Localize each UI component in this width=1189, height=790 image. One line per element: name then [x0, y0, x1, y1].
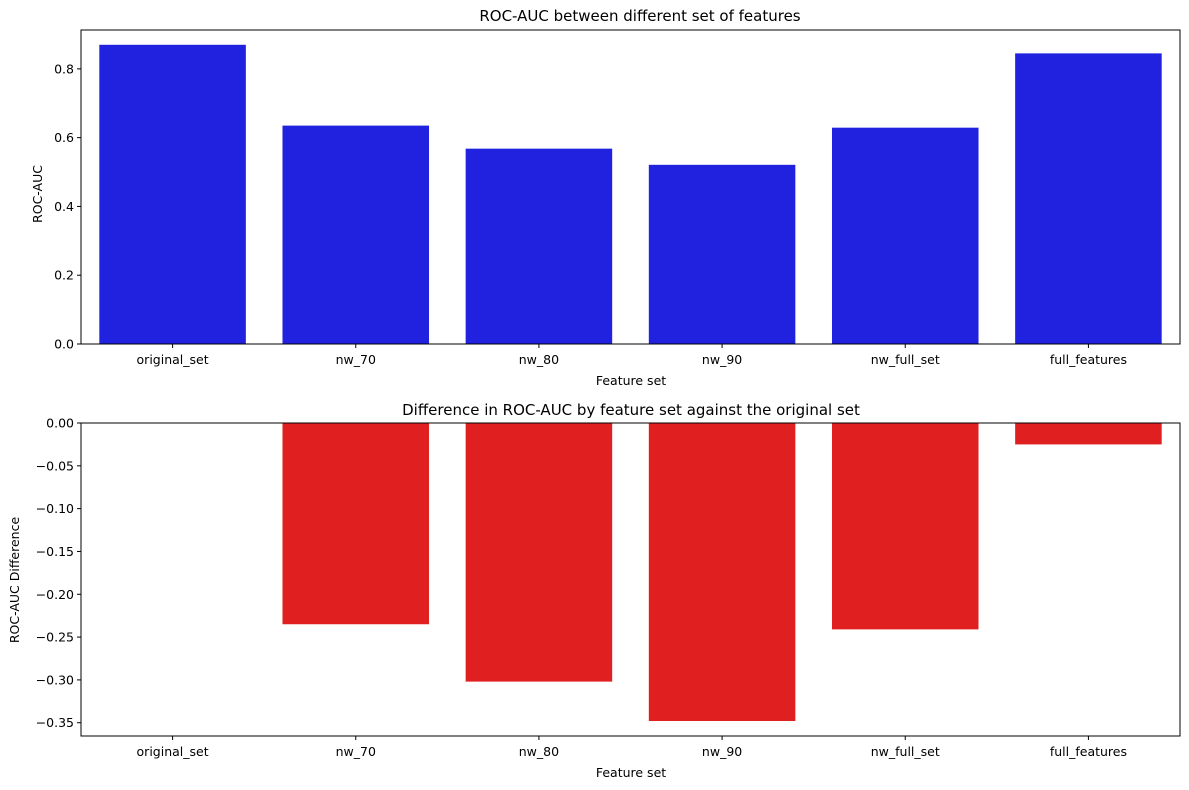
roc-auc-difference-chart: Difference in ROC-AUC by feature set aga… [7, 401, 1181, 780]
x-tick-label: full_features [1050, 352, 1127, 367]
plot-frame [80, 29, 1181, 345]
bar-nw_70 [282, 125, 430, 344]
x-axis-ticks: original_set nw_70 nw_80 nw_90 nw_full_set fu… [137, 344, 1127, 367]
bars [99, 44, 1162, 345]
x-axis-label: Feature set [596, 373, 666, 388]
bars [282, 423, 1162, 722]
x-tick-label: nw_90 [702, 352, 742, 367]
bar-nw_70 [282, 423, 430, 625]
x-tick-label: original_set [137, 352, 209, 367]
x-tick-label: nw_full_set [871, 744, 940, 759]
x-tick-label: original_set [137, 744, 209, 759]
x-axis-ticks: original_set nw_70 nw_80 nw_90 nw_full_set fu… [137, 736, 1127, 759]
y-tick-label: −0.30 [36, 672, 74, 687]
y-tick-label: −0.20 [36, 587, 74, 602]
x-tick-label: nw_90 [702, 744, 742, 759]
y-axis-label: ROC-AUC Difference [7, 517, 22, 644]
y-axis-ticks: 0.00 −0.05 −0.10 −0.15 −0.20 −0.25 −0.30 −0.35 [36, 416, 81, 730]
bar-nw_full_set [831, 127, 979, 344]
y-tick-label: −0.35 [36, 715, 74, 730]
bar-original_set [99, 44, 246, 345]
y-tick-label: 0.4 [54, 199, 74, 214]
x-tick-label: nw_70 [336, 352, 376, 367]
y-tick-label: −0.25 [36, 630, 74, 645]
bar-nw_80 [465, 423, 613, 682]
y-tick-label: −0.10 [36, 501, 74, 516]
y-tick-label: −0.05 [36, 458, 74, 473]
x-tick-label: full_features [1050, 744, 1127, 759]
bar-nw_80 [465, 148, 613, 344]
y-tick-label: 0.8 [54, 61, 74, 76]
bar-full_features [1015, 53, 1162, 345]
y-tick-label: 0.6 [54, 130, 74, 145]
bar-nw_90 [648, 423, 796, 722]
bar-full_features [1015, 423, 1162, 445]
plot-frame [80, 422, 1181, 737]
y-axis-ticks: 0.0 0.2 0.4 0.6 0.8 [54, 61, 81, 352]
y-tick-label: −0.15 [36, 544, 74, 559]
x-tick-label: nw_70 [336, 744, 376, 759]
bar-nw_full_set [831, 423, 979, 630]
y-axis-label: ROC-AUC [30, 165, 45, 223]
chart-title: Difference in ROC-AUC by feature set aga… [402, 401, 860, 419]
y-tick-label: 0.2 [54, 268, 74, 283]
chart-title: ROC-AUC between different set of feature… [479, 7, 800, 25]
y-tick-label: 0.0 [54, 337, 74, 352]
x-tick-label: nw_80 [519, 744, 559, 759]
x-tick-label: nw_80 [519, 352, 559, 367]
bar-nw_90 [648, 164, 796, 344]
x-axis-label: Feature set [596, 765, 666, 780]
y-tick-label: 0.00 [46, 416, 74, 431]
roc-auc-chart: ROC-AUC between different set of feature… [30, 7, 1181, 388]
x-tick-label: nw_full_set [871, 352, 940, 367]
